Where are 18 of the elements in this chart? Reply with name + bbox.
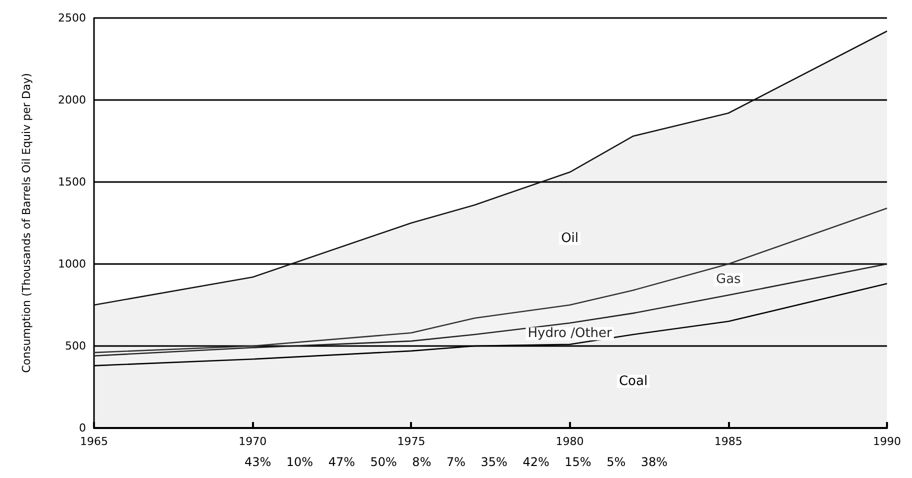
y-tick-label: 1000 bbox=[58, 258, 86, 270]
y-axis-title: Consumption (Thousands of Barrels Oil Equiv per Day) bbox=[20, 73, 33, 373]
x-tick-label: 1970 bbox=[238, 435, 267, 448]
x-tick-label: 1990 bbox=[873, 435, 902, 448]
text: 43% 10% 47% 50% 8% 7% 35% 42% 15% 5% 38% bbox=[244, 455, 668, 469]
series-label: Oil bbox=[561, 231, 579, 246]
y-tick-label: 1500 bbox=[58, 176, 86, 188]
series-label: Hydro /Other bbox=[528, 326, 613, 342]
x-tick-label: 1965 bbox=[80, 435, 108, 448]
x-tick-label: 1985 bbox=[714, 435, 742, 448]
y-tick-label: 500 bbox=[65, 340, 86, 352]
x-tick-label: 1980 bbox=[556, 435, 584, 448]
series-label: Gas bbox=[716, 272, 742, 288]
y-tick-label: 0 bbox=[79, 422, 86, 434]
y-tick-label: 2000 bbox=[58, 94, 86, 106]
series-label: Coal bbox=[618, 374, 648, 389]
x-tick-label: 1975 bbox=[397, 435, 426, 448]
y-tick-label: 2500 bbox=[58, 12, 86, 24]
